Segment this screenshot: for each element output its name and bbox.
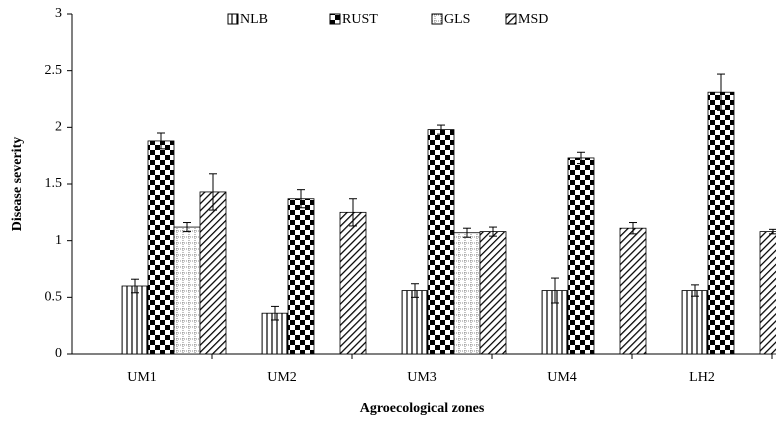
y-tick-label: 2 [55, 120, 62, 135]
bar [759, 231, 776, 355]
y-tick-label: 1.5 [45, 176, 63, 191]
bar [681, 290, 709, 355]
bar [401, 290, 429, 355]
bar [339, 211, 367, 355]
y-tick-label: 0 [55, 346, 62, 361]
x-tick-label: LH2 [689, 370, 715, 385]
y-tick-label: 1 [55, 233, 62, 248]
bar [121, 285, 149, 355]
legend-swatch [227, 13, 239, 25]
bar [479, 231, 507, 355]
bar [619, 227, 647, 355]
bar [453, 232, 481, 355]
x-axis-title: Agroecological zones [360, 401, 485, 416]
bar [567, 157, 595, 355]
legend-label: GLS [444, 12, 470, 27]
y-tick-label: 3 [55, 6, 62, 21]
legend-label: NLB [240, 12, 268, 27]
y-tick-label: 2.5 [45, 63, 63, 78]
y-axis-title: Disease severity [10, 137, 25, 231]
bar [707, 91, 735, 355]
bar [287, 198, 315, 355]
legend-swatch [505, 13, 517, 25]
bar [199, 191, 227, 355]
x-tick-label: UM2 [267, 370, 297, 385]
legend-label: RUST [342, 12, 378, 27]
legend-swatch [431, 13, 443, 25]
legend-label: MSD [518, 12, 548, 27]
x-tick-label: UM3 [407, 370, 437, 385]
x-tick-label: UM4 [547, 370, 577, 385]
y-tick-label: 0.5 [45, 290, 63, 305]
bar [173, 226, 201, 355]
legend-swatch [329, 13, 341, 25]
bar [427, 129, 455, 355]
bar [147, 140, 175, 355]
x-tick-label: UM1 [127, 370, 157, 385]
